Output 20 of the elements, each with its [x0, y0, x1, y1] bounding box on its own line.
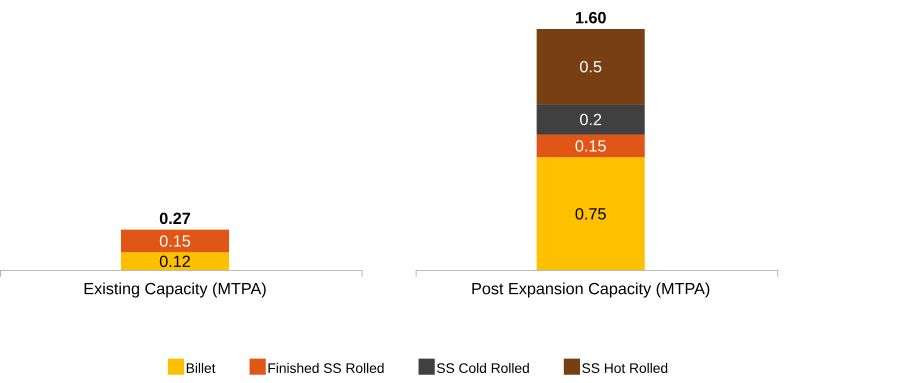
legend-label: SS Hot Rolled [582, 362, 668, 374]
data-label: 0.15 [160, 235, 190, 247]
data-label: 0.5 [580, 60, 602, 72]
total-label: 1.60 [576, 12, 606, 24]
data-label: 0.75 [576, 208, 606, 220]
bar [120, 252, 230, 270]
bar [536, 134, 645, 158]
bar [120, 230, 230, 252]
legend-label: Finished SS Rolled [268, 362, 384, 374]
legend-label: Billet [186, 362, 216, 374]
bar [536, 28, 645, 104]
data-label: 0.2 [580, 114, 602, 126]
bar [536, 104, 645, 135]
legend-label: SS Cold Rolled [436, 362, 529, 374]
data-label: 0.15 [576, 140, 606, 152]
x-tick-label: Post Expansion Capacity (MTPA) [472, 282, 710, 298]
total-label: 0.27 [160, 212, 190, 224]
bar [536, 157, 645, 270]
x-tick-label: Existing Capacity (MTPA) [84, 282, 266, 298]
data-label: 0.12 [160, 256, 190, 268]
